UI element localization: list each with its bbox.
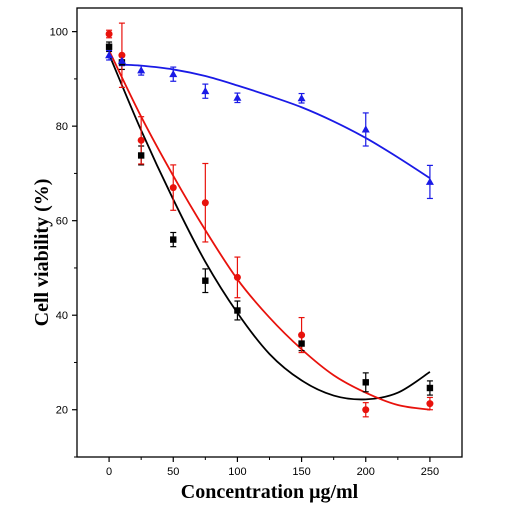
x-tick-label: 0	[106, 466, 112, 478]
data-point-triangle	[117, 56, 126, 64]
data-point-circle	[201, 199, 209, 207]
data-point-square	[426, 384, 434, 392]
y-axis: 20 40 60 80 100	[50, 27, 77, 458]
data-point-square	[362, 379, 369, 386]
data-point-square	[202, 277, 209, 284]
data-points	[105, 30, 434, 414]
data-point-square	[105, 43, 113, 50]
data-point-triangle	[201, 86, 210, 95]
fit-curve-3	[121, 63, 431, 179]
y-tick-label: 20	[56, 405, 68, 417]
data-point-circle	[298, 331, 306, 339]
data-point-circle	[105, 30, 113, 38]
data-point-circle	[362, 406, 370, 414]
y-tick-label: 80	[56, 121, 68, 133]
data-point-triangle	[361, 125, 370, 133]
x-tick-label: 250	[421, 466, 439, 478]
data-point-circle	[137, 136, 145, 144]
y-tick-label: 60	[56, 216, 68, 228]
data-point-triangle	[137, 66, 146, 74]
x-tick-label: 100	[228, 466, 246, 478]
data-point-triangle	[105, 51, 114, 59]
data-point-circle	[169, 184, 177, 192]
data-point-square	[298, 340, 305, 347]
y-tick-label: 100	[50, 27, 68, 39]
x-tick-label: 50	[167, 466, 179, 478]
data-point-triangle	[169, 69, 178, 78]
fit-curves	[108, 50, 431, 411]
x-axis-title: Concentration μg/ml	[181, 481, 359, 503]
data-point-triangle	[297, 94, 306, 102]
x-tick-label: 200	[357, 466, 375, 478]
data-point-square	[137, 152, 145, 159]
y-axis-title: Cell viability (%)	[31, 179, 53, 327]
data-point-circle	[233, 273, 241, 281]
data-point-square	[234, 307, 241, 314]
fit-curve-2	[108, 50, 431, 411]
data-point-circle	[426, 400, 434, 408]
data-point-triangle	[233, 93, 242, 101]
data-point-triangle	[425, 177, 434, 185]
data-point-square	[170, 236, 177, 243]
error-bars	[106, 22, 433, 418]
fit-curve-1	[108, 53, 431, 401]
data-point-circle	[118, 51, 126, 59]
x-axis: 0 50 100 150 200 250	[106, 457, 439, 478]
x-tick-label: 150	[292, 466, 310, 478]
y-tick-label: 40	[56, 310, 68, 322]
